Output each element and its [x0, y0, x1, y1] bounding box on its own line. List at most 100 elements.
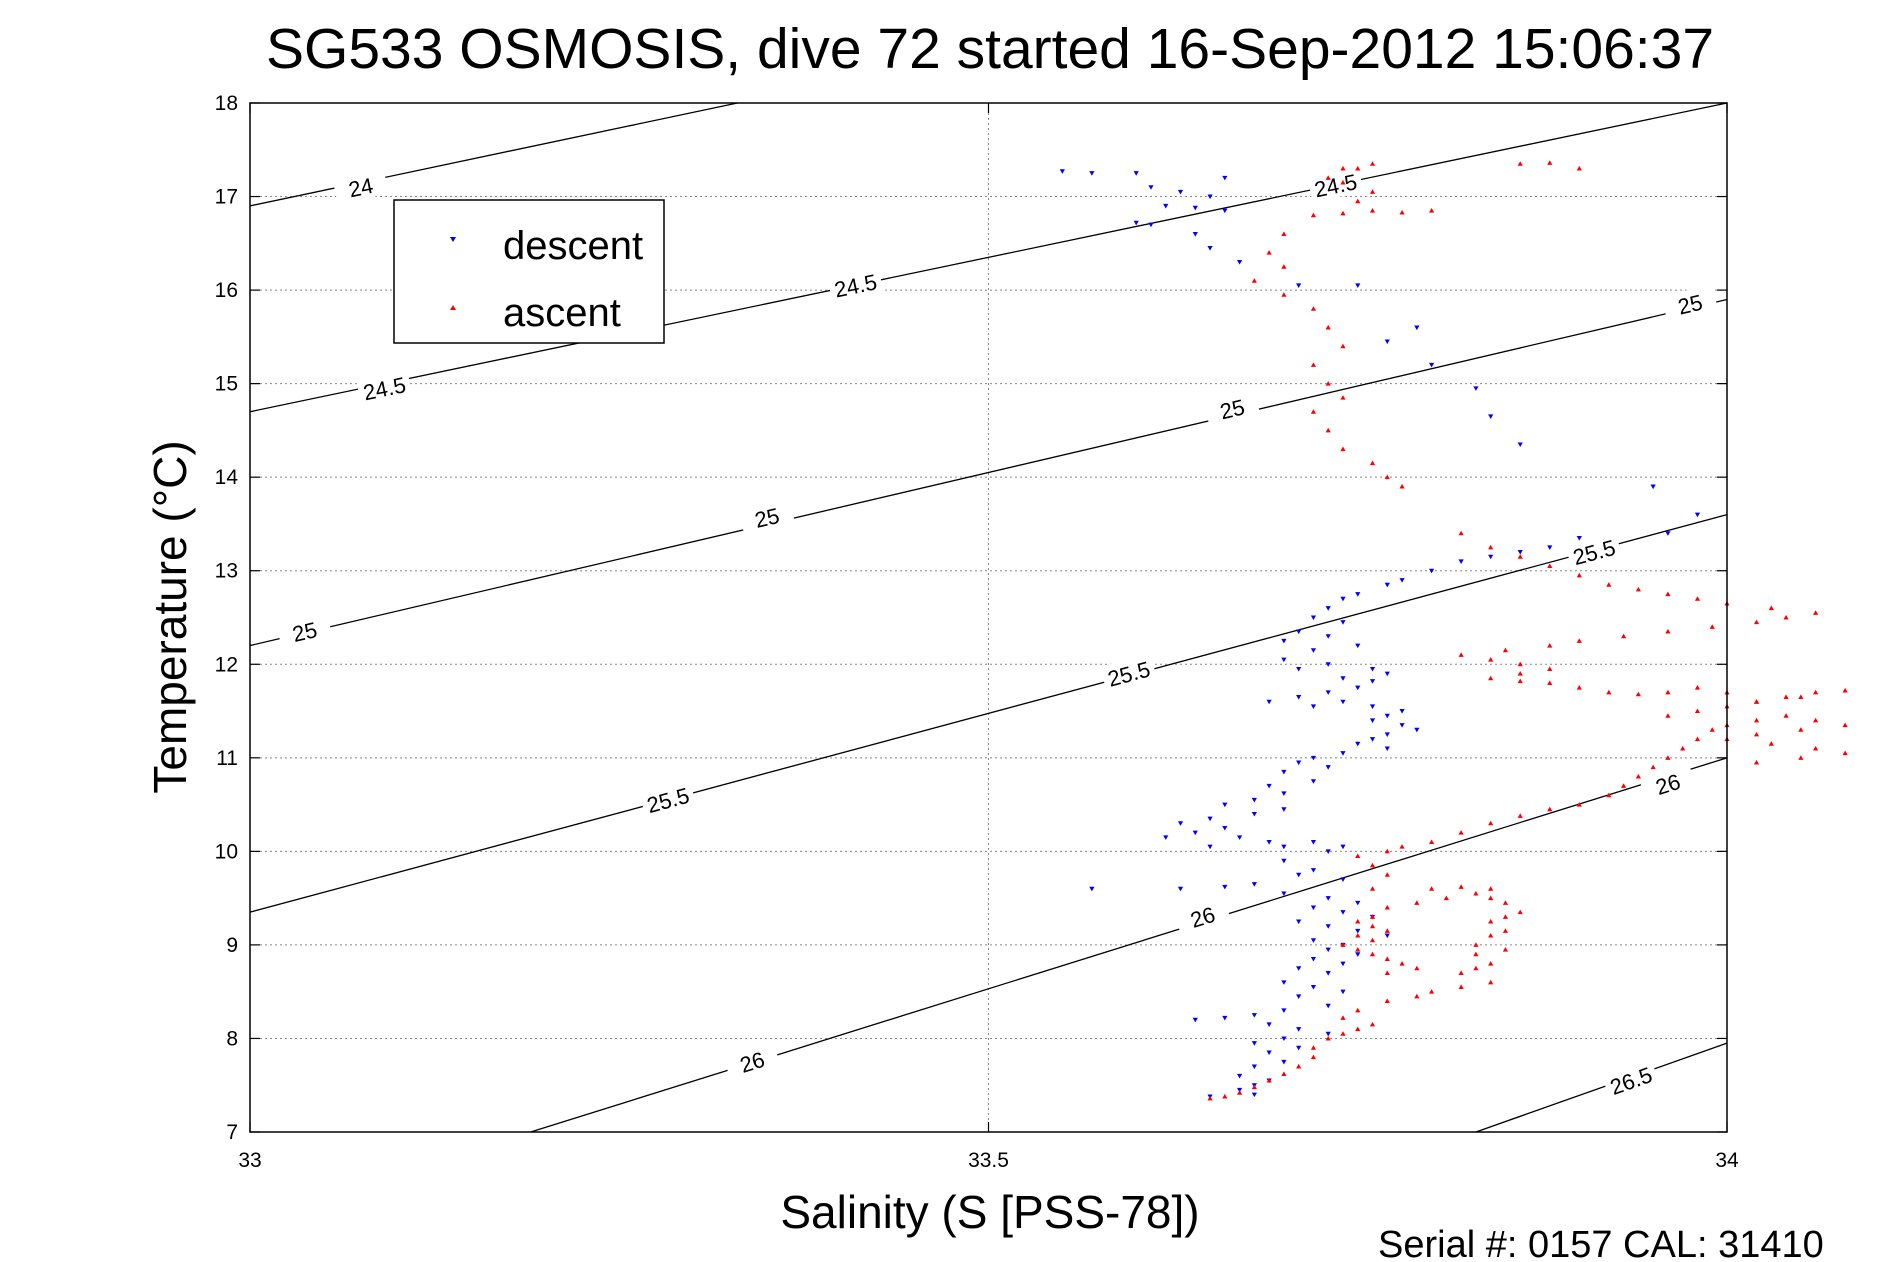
descent-point — [1163, 835, 1169, 840]
descent-point — [1488, 414, 1494, 419]
ascent-point — [1369, 923, 1376, 929]
descent-point — [1694, 512, 1701, 518]
descent-point — [1517, 442, 1523, 448]
ascent-point — [1281, 264, 1287, 269]
ascent-point — [1310, 306, 1317, 311]
ascent-point — [1458, 652, 1464, 657]
ascent-point — [1355, 165, 1361, 171]
ascent-point — [1753, 619, 1760, 625]
y-tick-label: 9 — [226, 934, 238, 957]
contour-line-24 — [249, 102, 738, 207]
contour-label: 25 — [290, 617, 320, 647]
ascent-point — [1502, 914, 1509, 919]
descent-point — [1266, 783, 1272, 789]
y-tick-label: 18 — [215, 92, 238, 115]
ascent-point — [1694, 685, 1701, 690]
ascent-point — [1665, 628, 1671, 634]
ascent-point — [1488, 895, 1494, 901]
ascent-point — [1222, 1093, 1228, 1099]
descent-point — [1488, 554, 1494, 560]
ascent-point — [1473, 890, 1479, 896]
ascent-point — [1310, 1054, 1317, 1060]
descent-point — [1133, 171, 1139, 176]
ascent-point — [1207, 1095, 1213, 1101]
contour-label-gap — [1601, 1058, 1660, 1101]
descent-point — [1384, 582, 1390, 588]
contour-line-25 — [249, 298, 1728, 647]
descent-point — [1340, 596, 1346, 602]
x-axis-label: Salinity (S [PSS-78]) — [780, 1186, 1199, 1238]
ascent-point — [1768, 741, 1774, 746]
descent-point — [1340, 751, 1346, 756]
descent-point — [1384, 933, 1390, 939]
descent-point — [1296, 1027, 1302, 1032]
contour-label-gap — [738, 497, 796, 536]
y-tick-label: 10 — [215, 840, 238, 863]
descent-point — [1266, 699, 1272, 705]
descent-point — [1310, 648, 1317, 653]
descent-point — [1148, 185, 1154, 190]
ascent-point — [1635, 773, 1641, 779]
ascent-point — [1399, 209, 1405, 215]
ascent-point — [1310, 1045, 1317, 1050]
scatter-points — [1059, 160, 1848, 1101]
ascent-point — [1414, 993, 1420, 999]
ascent-point — [1340, 179, 1346, 185]
descent-point — [1222, 802, 1228, 808]
descent-point — [1325, 690, 1331, 695]
descent-point — [1310, 938, 1317, 943]
contour-label-gap — [723, 1040, 781, 1082]
descent-point — [1177, 189, 1184, 195]
ascent-point — [1281, 292, 1287, 297]
ascent-point — [1369, 189, 1376, 194]
descent-point — [1325, 1031, 1331, 1037]
ascent-point — [1251, 278, 1257, 283]
descent-point — [1296, 666, 1302, 672]
descent-point — [1296, 760, 1302, 766]
descent-point — [1340, 844, 1346, 850]
ascent-point — [1325, 427, 1331, 433]
ascent-point — [1458, 970, 1464, 975]
descent-point — [1251, 1041, 1257, 1046]
descent-point — [1222, 884, 1228, 890]
descent-point — [1325, 924, 1331, 929]
descent-point — [1089, 886, 1095, 892]
descent-point — [1310, 704, 1317, 709]
ascent-point — [1547, 680, 1553, 685]
ascent-point — [1340, 395, 1346, 400]
ascent-point — [1502, 946, 1509, 952]
ascent-point — [1414, 965, 1420, 971]
descent-point — [1266, 1050, 1272, 1056]
ascent-point — [1665, 713, 1671, 718]
descent-point — [1355, 685, 1361, 691]
ascent-point — [1384, 928, 1390, 933]
ascent-point — [1369, 207, 1376, 213]
ascent-point — [1488, 886, 1494, 891]
descent-point — [1384, 746, 1390, 752]
descent-point — [1281, 1036, 1287, 1042]
descent-point — [1192, 231, 1198, 237]
descent-point — [1222, 825, 1228, 831]
descent-point — [1325, 970, 1331, 976]
ascent-point — [1340, 210, 1346, 216]
descent-point — [1133, 220, 1139, 226]
legend: descent ascent — [393, 199, 665, 344]
y-tick-label: 15 — [215, 373, 238, 396]
ascent-point — [1665, 689, 1671, 695]
contour-line-25-5 — [249, 513, 1728, 913]
ascent-point — [1369, 460, 1376, 466]
contour-label: 24 — [346, 173, 375, 203]
y-tick-label: 16 — [215, 279, 238, 302]
descent-point — [1281, 769, 1287, 775]
descent-point — [1296, 872, 1302, 878]
descent-point — [1340, 910, 1346, 915]
ascent-point — [1753, 717, 1760, 723]
y-tick-label: 17 — [215, 186, 238, 209]
ascent-point — [1813, 745, 1819, 751]
descent-point — [1340, 877, 1346, 883]
ascent-point — [1768, 605, 1774, 611]
contour-label: 25 — [752, 503, 782, 533]
ascent-point — [1547, 563, 1553, 569]
descent-point — [1281, 858, 1287, 864]
descent-point — [1325, 765, 1331, 770]
